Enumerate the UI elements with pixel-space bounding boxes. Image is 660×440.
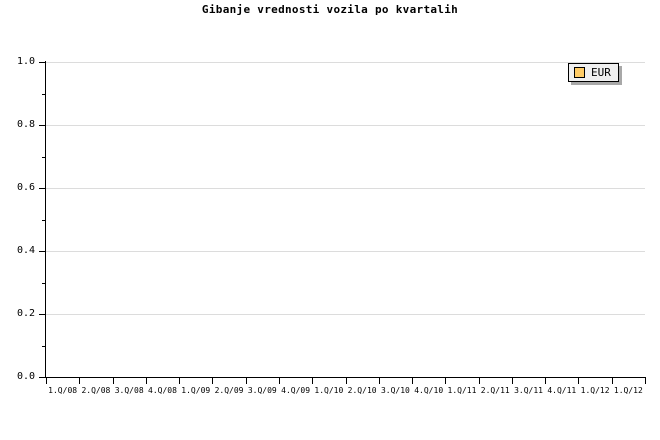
y-axis-label: 1.0 — [16, 56, 35, 67]
gridline — [46, 125, 645, 126]
x-axis-tick — [578, 378, 579, 384]
x-axis-tick — [612, 378, 613, 384]
x-axis-label: 3.Q/08 — [114, 386, 144, 395]
legend-swatch-eur — [574, 67, 585, 78]
x-axis-tick — [346, 378, 347, 384]
chart-title: Gibanje vrednosti vozila po kvartalih — [201, 3, 459, 16]
x-axis-tick — [79, 378, 80, 384]
x-axis-tick — [445, 378, 446, 384]
x-axis-label: 3.Q/11 — [514, 386, 543, 395]
x-axis-label: 4.Q/10 — [414, 386, 444, 395]
x-axis-label: 4.Q/11 — [547, 386, 577, 395]
x-axis-tick — [146, 378, 147, 384]
x-axis-tick — [479, 378, 480, 384]
plot-area — [46, 62, 645, 377]
gridline — [46, 188, 645, 189]
x-axis-label: 3.Q/09 — [247, 386, 277, 395]
x-axis-label: 2.Q/09 — [214, 386, 244, 395]
y-axis-label: 0.2 — [16, 308, 35, 319]
x-axis-tick — [279, 378, 280, 384]
y-axis-label: 0.0 — [16, 371, 35, 382]
x-axis-label: 4.Q/08 — [148, 386, 177, 395]
x-axis-label: 1.Q/12 — [613, 386, 643, 395]
legend-label-eur: EUR — [591, 66, 611, 79]
x-axis-tick — [179, 378, 180, 384]
gridline — [46, 251, 645, 252]
x-axis-tick — [46, 378, 47, 384]
x-axis-label: 4.Q/09 — [281, 386, 311, 395]
y-axis-tick-major — [39, 377, 46, 378]
x-axis-tick — [645, 378, 646, 384]
y-axis-label: 0.6 — [16, 182, 35, 193]
x-axis-label: 2.Q/08 — [81, 386, 111, 395]
y-axis-tick-minor — [42, 93, 46, 95]
x-axis-label: 1.Q/08 — [48, 386, 78, 395]
x-axis-label: 1.Q/12 — [580, 386, 610, 395]
x-axis-tick — [545, 378, 546, 384]
y-axis-label: 0.8 — [16, 119, 35, 130]
x-axis-tick — [379, 378, 380, 384]
y-axis-tick-major — [39, 62, 46, 63]
y-axis-tick-major — [39, 251, 46, 252]
y-axis-tick-minor — [42, 282, 46, 284]
y-axis-tick-major — [39, 125, 46, 126]
y-axis-label: 0.4 — [16, 245, 35, 256]
x-axis-tick — [412, 378, 413, 384]
y-axis-tick-minor — [42, 219, 46, 221]
chart-legend[interactable]: EUR — [568, 63, 619, 82]
x-axis-label: 1.Q/10 — [314, 386, 344, 395]
x-axis-label: 2.Q/10 — [347, 386, 377, 395]
y-axis-tick-major — [39, 314, 46, 315]
x-axis-label: 1.Q/09 — [181, 386, 211, 395]
y-axis-tick-minor — [42, 345, 46, 347]
x-axis-tick — [113, 378, 114, 384]
x-axis-label: 2.Q/11 — [480, 386, 510, 395]
gridline — [46, 314, 645, 315]
x-axis-tick — [312, 378, 313, 384]
x-axis-label: 3.Q/10 — [380, 386, 410, 395]
x-axis-tick — [246, 378, 247, 384]
y-axis-tick-minor — [42, 156, 46, 158]
x-axis-line — [45, 377, 646, 378]
x-axis-tick — [212, 378, 213, 384]
x-axis-label: 1.Q/11 — [447, 386, 477, 395]
gridline — [46, 62, 645, 63]
y-axis-tick-major — [39, 188, 46, 189]
x-axis-tick — [512, 378, 513, 384]
